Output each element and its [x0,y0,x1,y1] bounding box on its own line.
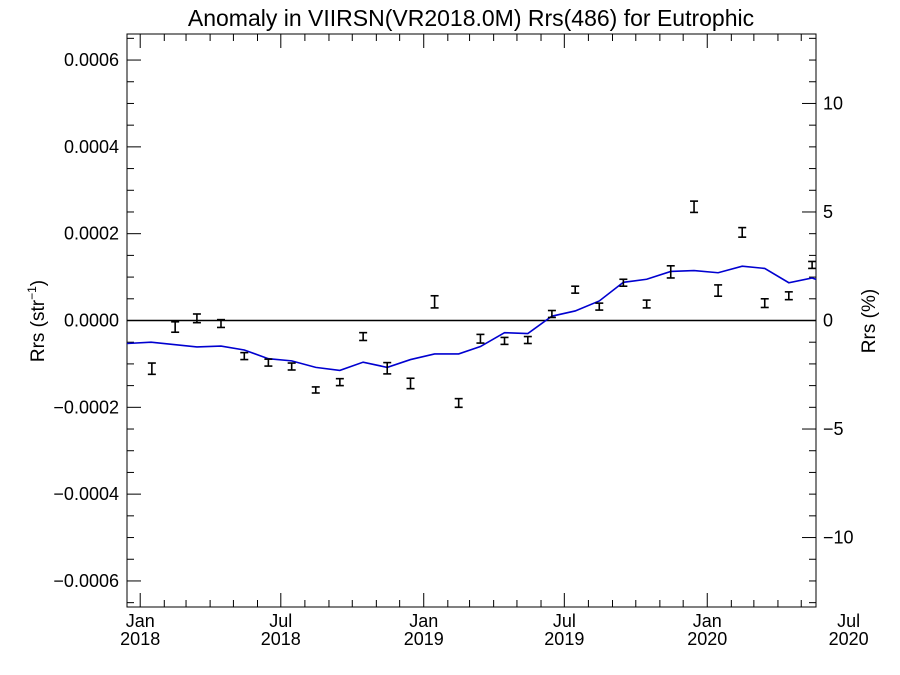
x-tick-label-month: Jul [553,611,576,631]
left-tick-label: −0.0006 [53,571,119,591]
errorbar-point [383,361,392,375]
x-tick-label-month: Jul [837,611,860,631]
errorbar-point [523,335,532,345]
errorbar-point [738,226,747,238]
left-tick-label: −0.0002 [53,397,119,417]
left-tick-label: 0.0004 [64,137,119,157]
errorbar-point [760,297,769,309]
x-tick-label-year: 2020 [829,629,869,649]
x-tick-label-year: 2019 [544,629,584,649]
errorbar-point [571,285,580,294]
errorbar-point [784,291,793,301]
x-tick-label-month: Jan [409,611,438,631]
x-tick-label-year: 2019 [404,629,444,649]
errorbar-point [500,336,509,346]
y-axis-label-left: Rrs (str−1) [25,280,49,362]
chart-title: Anomaly in VIIRSN(VR2018.0M) Rrs(486) fo… [188,5,754,31]
errorbar-series [147,200,817,409]
left-tick-label: 0.0000 [64,311,119,331]
errorbar-point [690,200,699,214]
right-tick-label: 0 [823,311,833,331]
right-tick-label: −10 [823,528,854,548]
errorbar-point [595,302,604,311]
y-axis-label-left-text: Rrs (str [28,299,49,362]
left-axis: 0.0006 0.0004 0.0002 0.0000 −0.0002 −0.0004 −0… [53,37,141,604]
right-tick-label: 5 [823,202,833,222]
errorbar-point [311,386,320,394]
errorbar-point [264,358,273,367]
errorbar-point [335,377,344,387]
errorbar-point [547,309,556,319]
errorbar-point [666,265,675,279]
errorbar-point [476,333,485,344]
x-tick-label-year: 2018 [261,629,301,649]
x-tick-label-month: Jul [269,611,292,631]
x-tick-label-month: Jan [693,611,722,631]
errorbar-point [240,351,249,361]
errorbar-point [171,321,180,334]
errorbar-point [359,331,368,342]
errorbar-point [430,294,439,309]
x-tick-label-year: 2020 [687,629,727,649]
errorbar-point [216,318,225,329]
x-axis: Jan2018Jul2018Jan2019Jul2019Jan2020Jul20… [120,34,869,649]
errorbar-point [406,377,415,390]
errorbar-point [714,284,723,297]
left-tick-label: 0.0006 [64,50,119,70]
right-tick-label: 10 [823,93,843,113]
x-tick-label-year: 2018 [120,629,160,649]
series-line [126,265,817,372]
left-tick-label: −0.0004 [53,484,119,504]
errorbar-point [287,362,296,371]
y-axis-label-left-tail: ) [28,280,49,286]
errorbar-point [454,397,463,409]
y-axis-label-right: Rrs (%) [859,289,880,353]
right-tick-label: −5 [823,419,844,439]
errorbar-point [642,299,651,309]
errorbar-point [147,362,156,376]
x-tick-label-month: Jan [126,611,155,631]
plot-area: 0.0006 0.0004 0.0002 0.0000 −0.0002 −0.0004 −0… [53,33,869,649]
errorbar-point [619,278,628,288]
errorbar-point [192,313,201,324]
left-tick-label: 0.0002 [64,224,119,244]
right-axis: 10 5 0 −5 −10 [802,37,854,604]
y-axis-label-left-superscript: −1 [25,286,39,300]
errorbar-point [808,260,817,270]
